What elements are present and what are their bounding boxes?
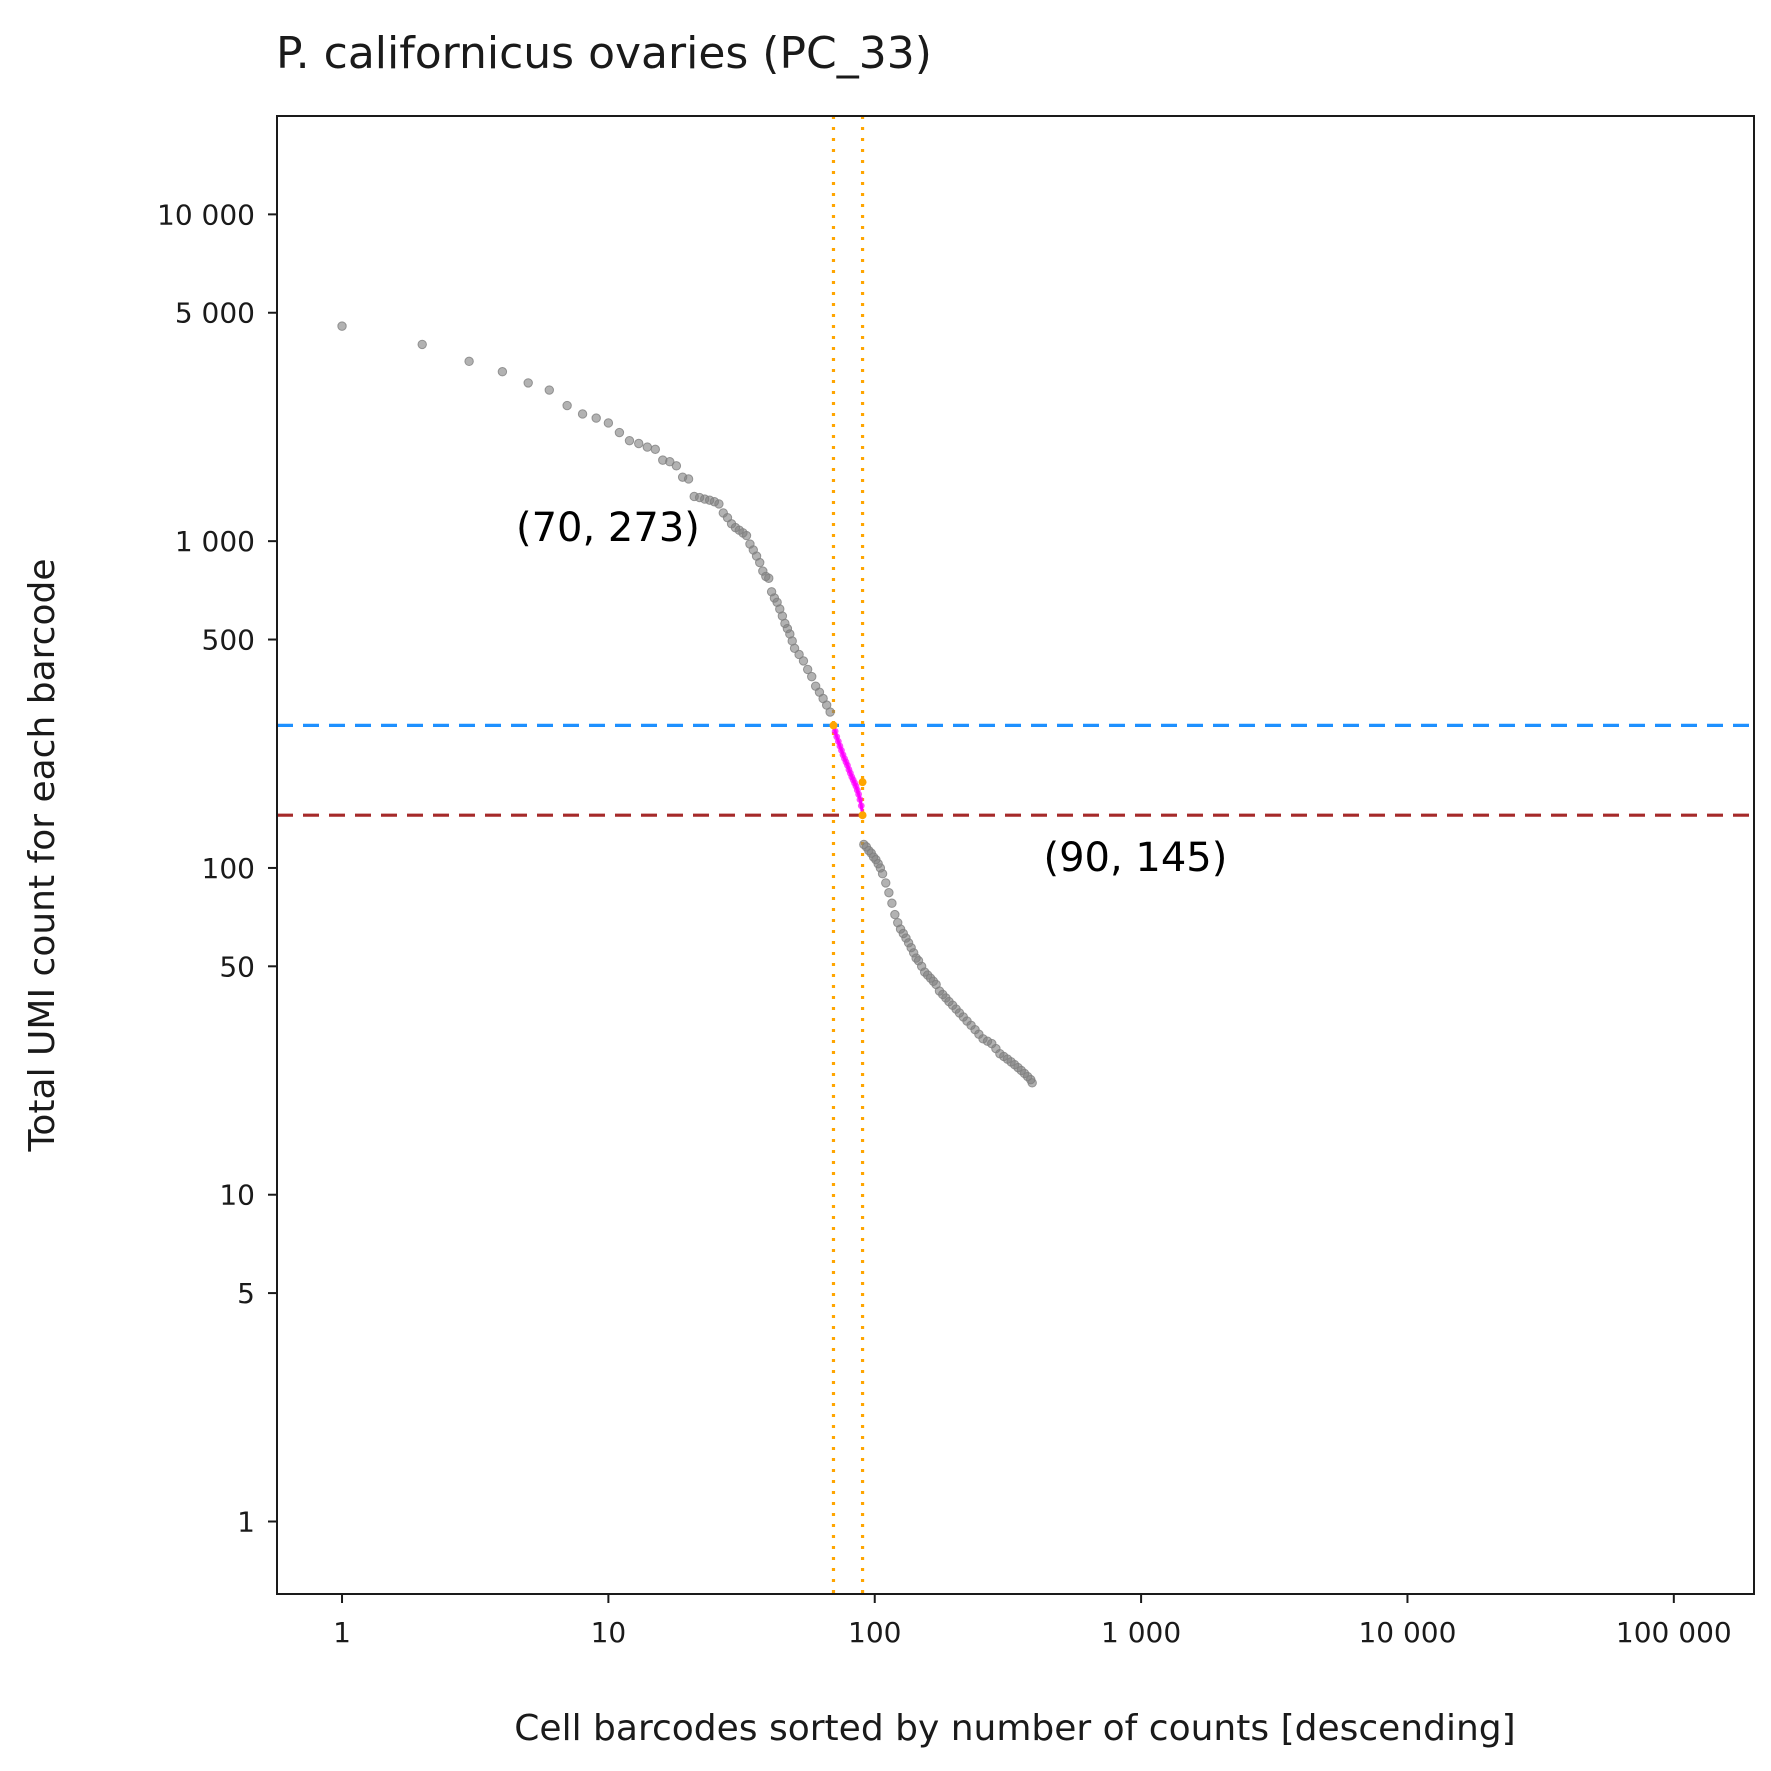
- knee-annotation: (90, 145): [1043, 835, 1227, 881]
- barcode-point: [650, 444, 660, 455]
- barcode-point: [1027, 1078, 1037, 1088]
- barcode-point: [798, 656, 809, 666]
- barcode-point: [624, 435, 635, 446]
- barcode-point: [884, 887, 894, 898]
- y-tick-label: 5 000: [175, 297, 255, 330]
- barcode-point: [577, 409, 588, 419]
- barcode-point: [497, 367, 508, 377]
- x-tick-label: 1: [333, 1616, 351, 1649]
- x-axis: 1 10 100 1 000 10 000 100 000: [333, 1594, 1732, 1649]
- barcode-point: [417, 339, 427, 350]
- barcode-point: [877, 869, 888, 879]
- x-axis-label: Cell barcodes sorted by number of counts…: [514, 1708, 1515, 1749]
- barcode-point: [671, 461, 682, 471]
- barcode-point: [634, 438, 644, 449]
- y-tick-label: 1: [237, 1506, 255, 1539]
- knee-marker-point: [829, 721, 838, 730]
- y-tick-label: 10 000: [157, 198, 255, 231]
- knee-marker-point: [858, 811, 867, 820]
- x-tick-label: 10 000: [1358, 1616, 1456, 1649]
- barcode-point: [794, 649, 804, 660]
- barcode-point: [464, 356, 474, 367]
- barcode-point: [683, 474, 694, 484]
- barcode-point: [807, 671, 817, 682]
- chart-title: P. californicus ovaries (PC_33): [276, 28, 932, 79]
- barcode-point: [887, 898, 897, 908]
- highlighted-point: [831, 727, 839, 735]
- barcode-point: [603, 418, 614, 428]
- barcode-point: [523, 378, 533, 388]
- barcode-point: [642, 442, 653, 452]
- y-tick-label: 5: [237, 1277, 255, 1310]
- barcode-point: [881, 878, 891, 888]
- y-tick-label: 50: [219, 950, 255, 983]
- barcode-point: [825, 707, 835, 717]
- y-tick-label: 100: [202, 852, 255, 885]
- x-tick-label: 1 000: [1101, 1616, 1181, 1649]
- plot-frame: [276, 115, 1755, 1595]
- y-axis-label: Total UMI count for each barcode: [22, 559, 63, 1153]
- highlighted-point: [855, 790, 863, 798]
- highlighted-point: [857, 802, 865, 810]
- barcode-point: [665, 457, 675, 467]
- barcode-point: [789, 643, 800, 654]
- barcode-point: [890, 909, 900, 920]
- barcode-point: [337, 321, 347, 331]
- barcode-point: [755, 557, 765, 568]
- barcode-point: [544, 385, 554, 395]
- x-tick-label: 100: [848, 1616, 901, 1649]
- x-tick-label: 100 000: [1616, 1616, 1732, 1649]
- barcode-point: [714, 499, 724, 509]
- knee-annotation: (70, 273): [516, 505, 700, 551]
- x-tick-label: 10: [591, 1616, 627, 1649]
- barcode-point: [764, 573, 774, 583]
- plot-area: (70, 273) (90, 145): [277, 116, 1754, 1594]
- y-tick-label: 500: [202, 624, 255, 657]
- y-axis: 1 5 10 50 100 500 1 000 5 000 10 000: [157, 198, 277, 1539]
- barcode-point: [591, 413, 601, 423]
- barcode-point: [802, 664, 813, 675]
- y-tick-label: 10: [219, 1179, 255, 1212]
- y-tick-label: 1 000: [175, 525, 255, 558]
- barcode-point: [741, 530, 752, 541]
- barcode-point: [562, 400, 572, 411]
- knee-marker-point: [858, 778, 867, 787]
- barcode-point: [614, 427, 625, 438]
- highlighted-point: [856, 796, 864, 803]
